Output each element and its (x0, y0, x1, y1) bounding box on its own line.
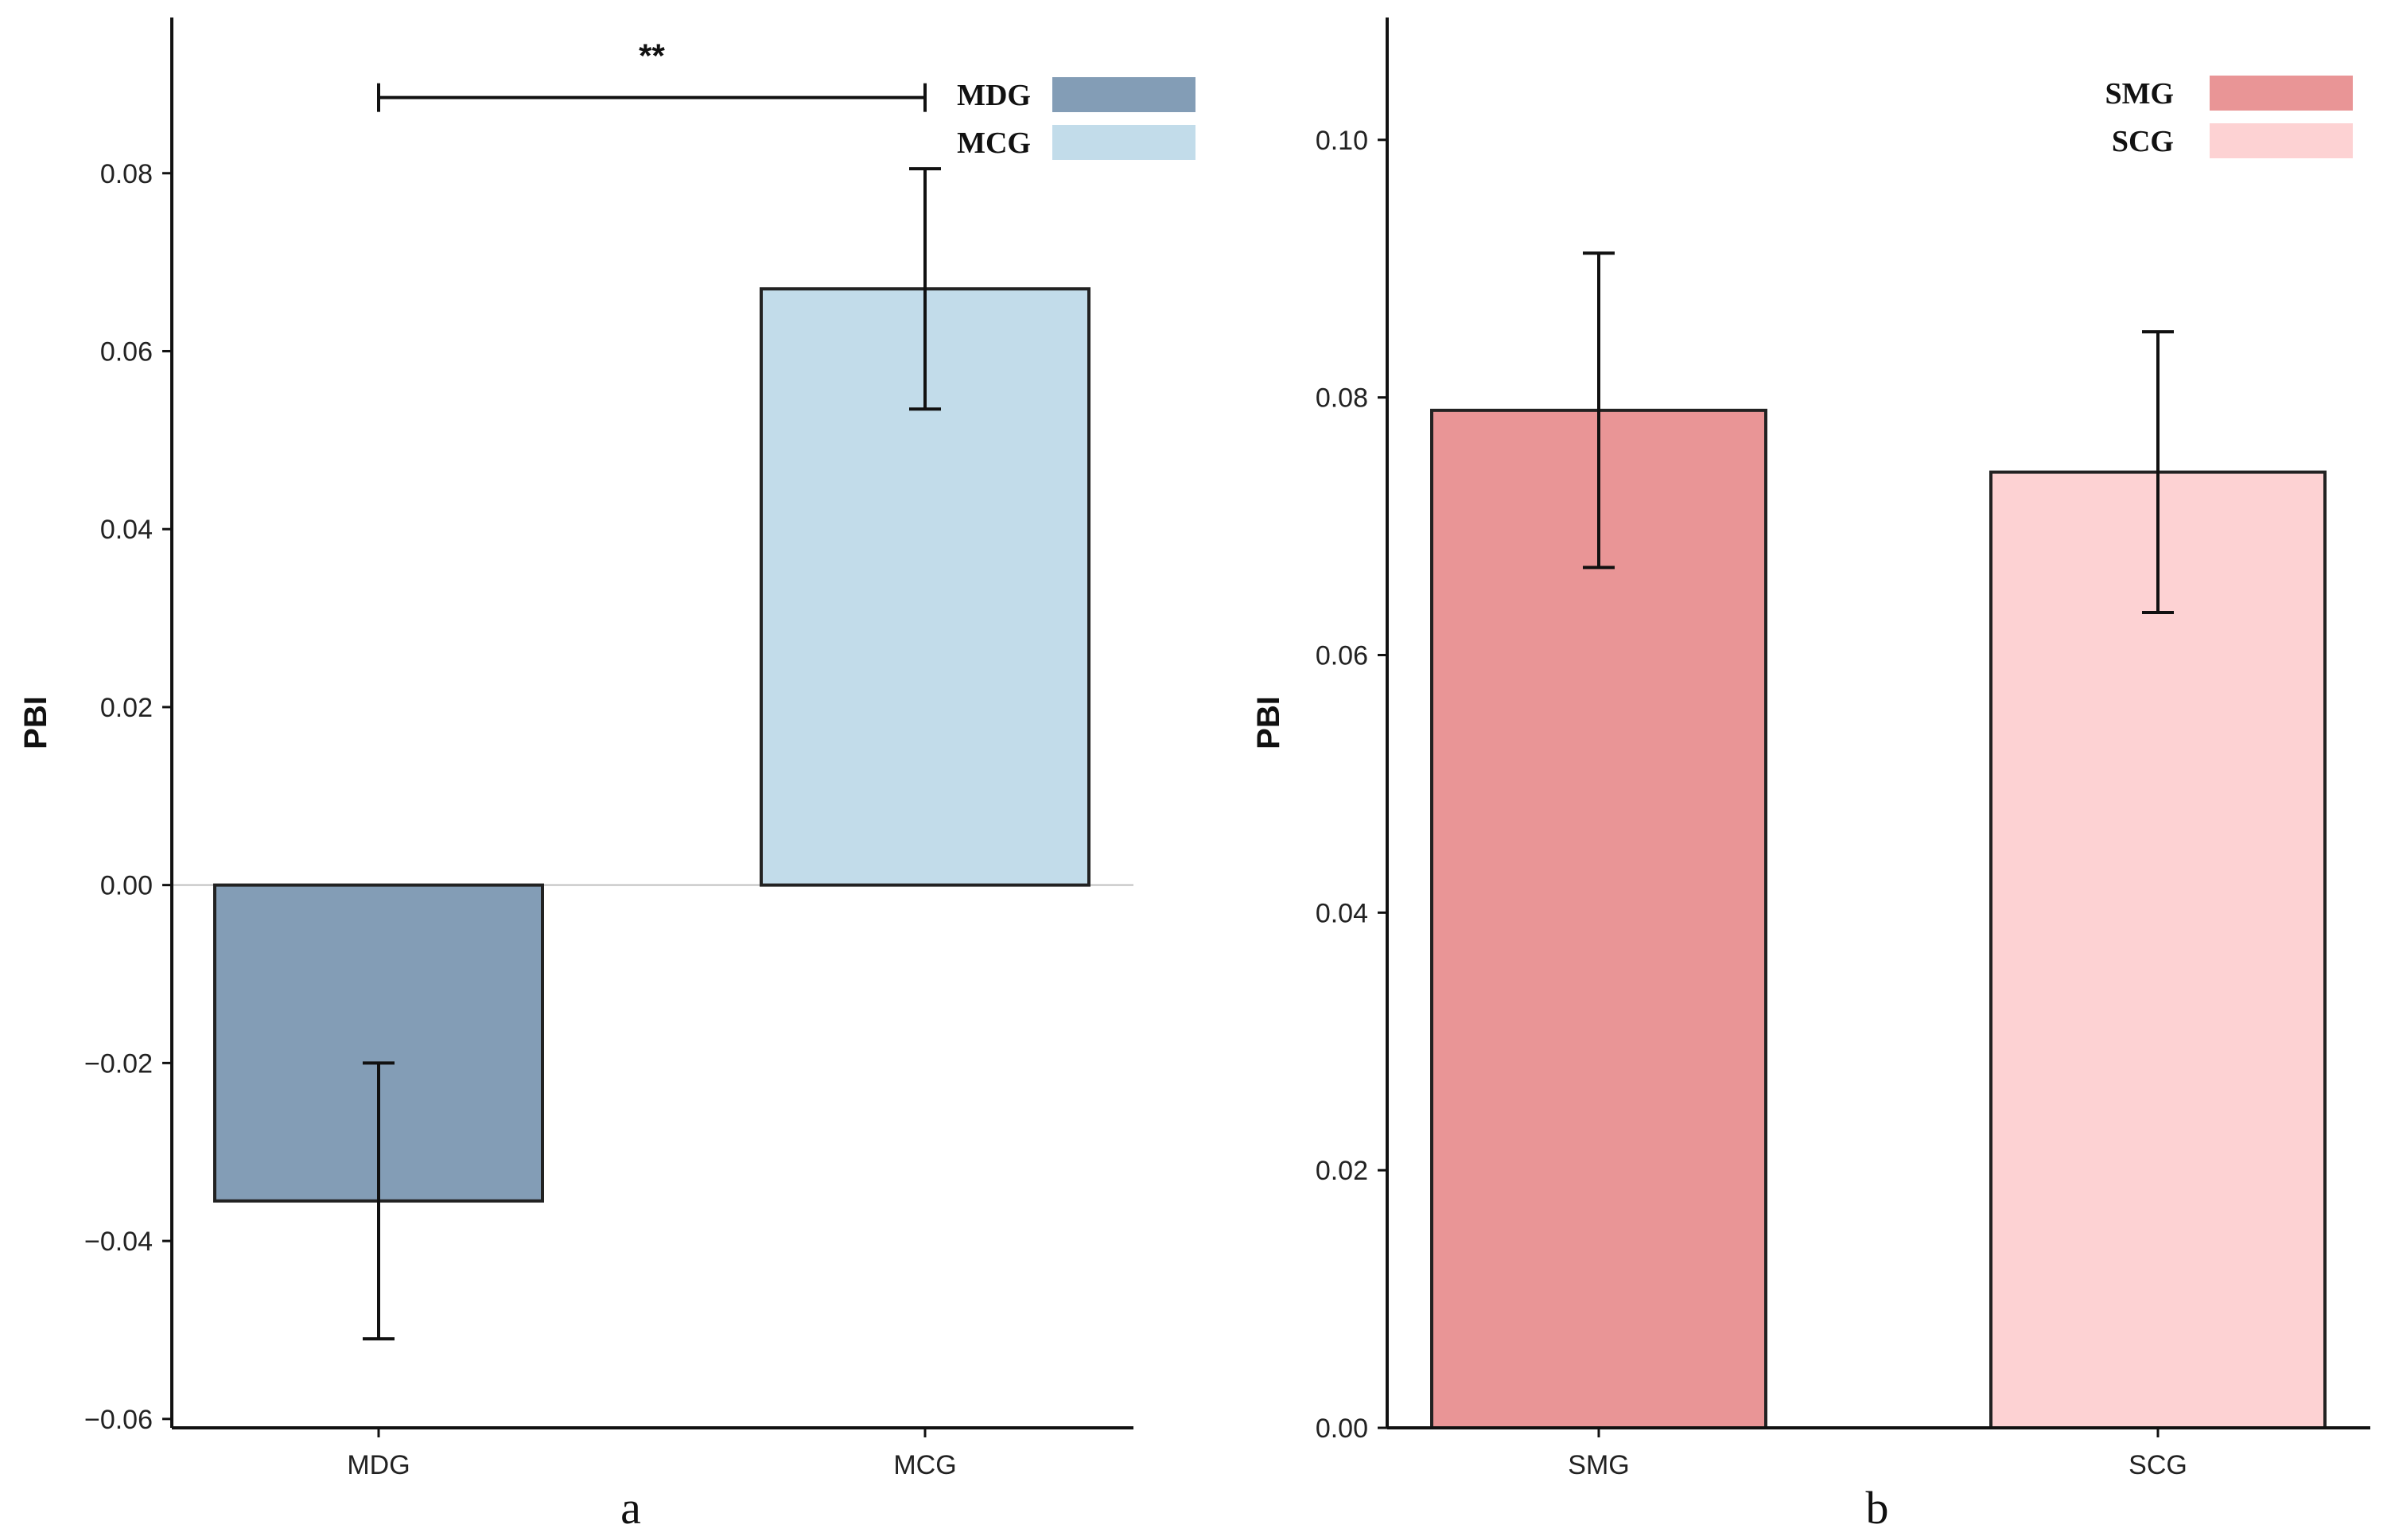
legend-swatch-mcg (1052, 125, 1195, 160)
bar-smg (1430, 408, 1767, 1429)
x-tick-label: MCG (893, 1450, 956, 1480)
error-bar-mdg (363, 1061, 395, 1341)
legend-label-mcg: MCG (957, 126, 1031, 160)
legend-label-smg: SMG (2105, 77, 2174, 111)
y-tick-label: −0.04 (84, 1227, 153, 1257)
y-tick-label: 0.02 (100, 693, 153, 723)
significance-label: ** (639, 37, 665, 75)
legend-label-mdg: MDG (957, 79, 1031, 112)
y-tick-label: −0.02 (84, 1048, 153, 1079)
legend-label-scg: SCG (2112, 125, 2174, 158)
y-axis-label: PBI (18, 696, 53, 749)
error-bar-mcg (909, 167, 941, 411)
legend-swatch-smg (2210, 76, 2353, 111)
legend-swatch-mdg (1052, 77, 1195, 112)
panel-label: b (1866, 1482, 1889, 1534)
y-tick-label: 0.10 (1316, 126, 1368, 156)
legend: MDG MCG (957, 77, 1195, 160)
x-tick-label: SCG (2128, 1450, 2187, 1480)
legend-swatch-scg (2210, 123, 2353, 158)
bar-scg (1989, 470, 2327, 1430)
y-tick-label: 0.02 (1316, 1156, 1368, 1186)
y-tick-label: 0.08 (1316, 383, 1368, 414)
panel-b: 0.00 0.02 0.04 0.06 0.08 0.10 SMG SCG PBI b SMG SCG (1251, 18, 2370, 1534)
error-bar-scg (2142, 330, 2174, 615)
x-tick-label: SMG (1568, 1450, 1629, 1480)
y-tick-label: 0.06 (100, 336, 153, 367)
y-tick-label: 0.00 (1316, 1414, 1368, 1444)
y-tick-label: 0.00 (100, 871, 153, 901)
y-tick-label: 0.06 (1316, 640, 1368, 671)
panel-a: −0.06 −0.04 −0.02 0.00 0.02 0.04 0.06 0.08 MDG MC… (18, 18, 1195, 1534)
y-tick-label: −0.06 (84, 1405, 153, 1435)
panel-label: a (620, 1482, 641, 1534)
error-bar-smg (1583, 251, 1615, 570)
y-tick-label: 0.04 (100, 515, 153, 545)
y-tick-label: 0.04 (1316, 898, 1368, 928)
legend: SMG SCG (2105, 76, 2353, 158)
y-tick-label: 0.08 (100, 159, 153, 189)
significance-bracket (377, 83, 927, 112)
x-tick-label: MDG (347, 1450, 410, 1480)
y-axis-label: PBI (1251, 696, 1286, 749)
